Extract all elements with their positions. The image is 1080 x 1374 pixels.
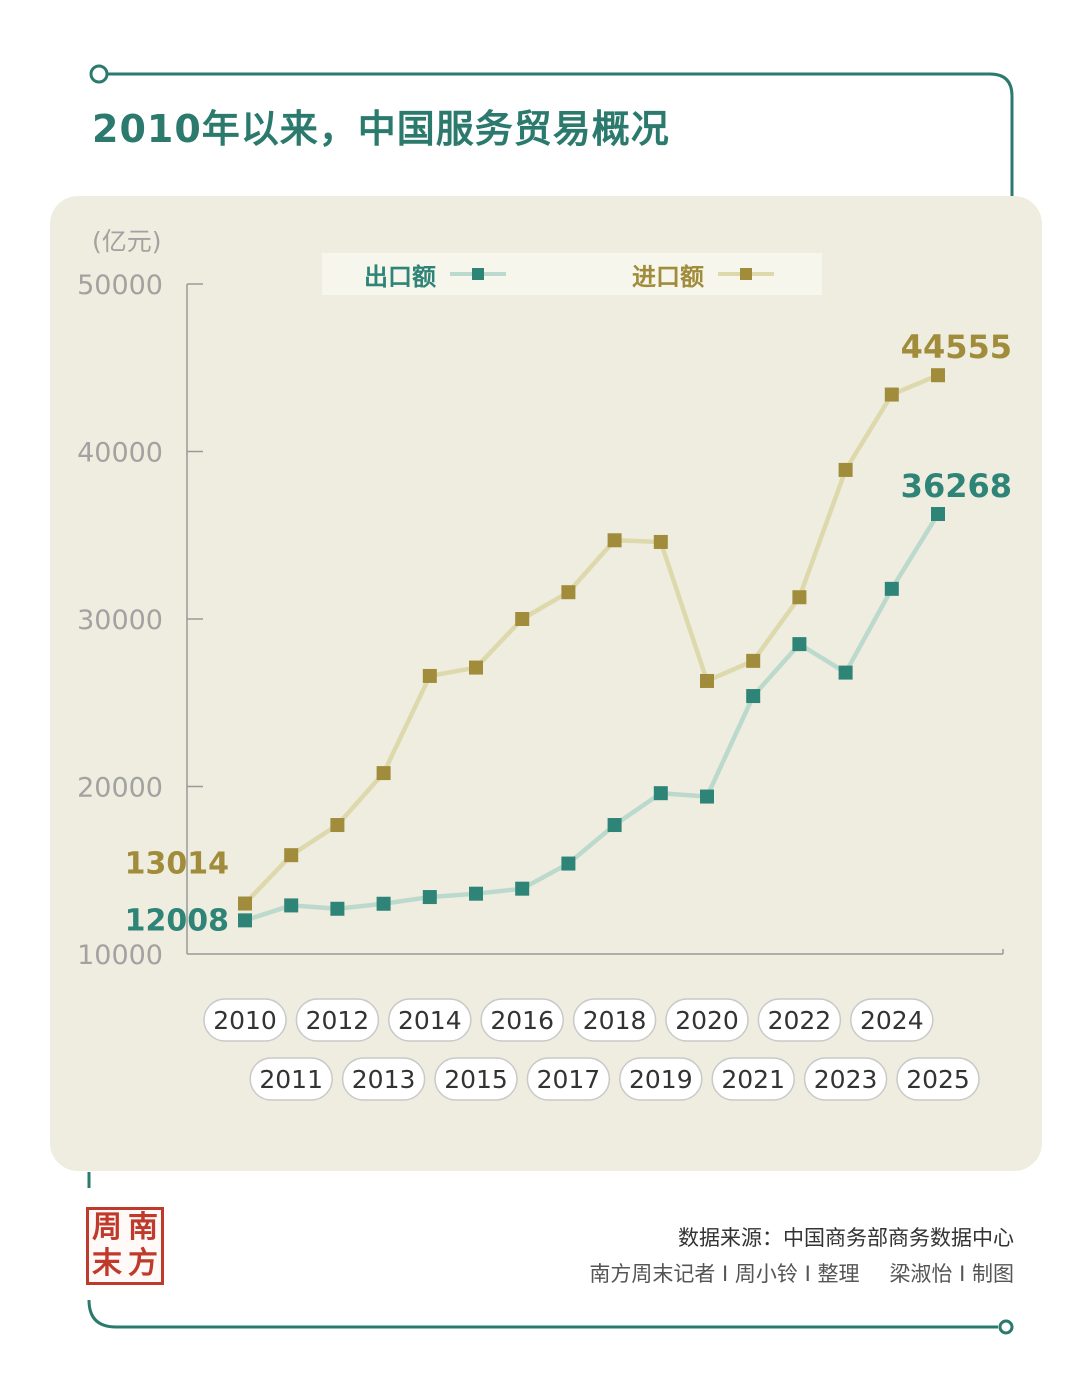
data-point-import: [561, 585, 576, 600]
data-point-export: [376, 896, 391, 911]
data-point-export: [330, 901, 345, 916]
data-point-export: [838, 665, 853, 680]
x-tick-label: 2011: [249, 1057, 333, 1101]
data-point-import: [792, 590, 807, 605]
svg-text:2025: 2025: [906, 1065, 970, 1094]
data-point-import: [376, 766, 391, 781]
legend-label-import: 进口额: [632, 262, 704, 291]
svg-text:2020: 2020: [675, 1006, 739, 1035]
data-point-import: [746, 653, 761, 668]
reporter-credit: 南方周末记者 I 周小铃 I 整理: [589, 1262, 860, 1286]
data-point-import: [422, 668, 437, 683]
logo-char: 末: [92, 1246, 122, 1281]
svg-text:2013: 2013: [352, 1065, 416, 1094]
data-point-export: [653, 786, 668, 801]
logo-seal: 周 南 末 方: [86, 1207, 164, 1285]
svg-text:2010: 2010: [213, 1006, 277, 1035]
data-point-import: [330, 818, 345, 833]
data-point-import: [838, 462, 853, 477]
data-point-import: [653, 534, 668, 549]
x-tick-label: 2016: [480, 998, 564, 1042]
legend-label-export: 出口额: [364, 262, 436, 291]
data-label-first-import: 13014: [125, 847, 229, 882]
data-point-export: [469, 886, 483, 901]
x-tick-label: 2015: [434, 1057, 518, 1101]
series-line-import: [243, 373, 939, 906]
x-tick-label: 2025: [896, 1057, 980, 1101]
svg-text:2012: 2012: [306, 1006, 370, 1035]
legend-swatch-export: [450, 253, 506, 295]
logo-char: 南: [128, 1210, 158, 1245]
series-line-export: [244, 512, 940, 923]
y-tick-label: 10000: [77, 940, 163, 971]
x-tick-label: 2013: [341, 1057, 426, 1101]
data-point-export: [284, 898, 299, 913]
y-tick-label: 50000: [77, 270, 163, 301]
logo-char: 方: [128, 1246, 158, 1281]
logo-char: 周: [92, 1210, 122, 1245]
data-point-export: [561, 856, 576, 871]
legend-swatch-import: [718, 253, 774, 295]
x-tick-label: 2019: [619, 1057, 703, 1101]
data-source: 数据来源：中国商务部商务数据中心: [678, 1226, 1014, 1250]
svg-text:2015: 2015: [444, 1065, 508, 1094]
designer-credit: 梁淑怡 I 制图: [889, 1262, 1014, 1286]
data-label-first-export: 12008: [125, 903, 229, 938]
svg-text:2014: 2014: [398, 1006, 462, 1035]
data-point-export: [700, 789, 714, 804]
svg-text:2022: 2022: [768, 1006, 832, 1035]
data-point-export: [422, 890, 437, 905]
data-point-export: [884, 581, 899, 596]
data-point-import: [607, 533, 622, 548]
svg-text:2017: 2017: [537, 1065, 601, 1094]
svg-text:2018: 2018: [583, 1006, 647, 1035]
x-tick-label: 2010: [203, 998, 287, 1042]
data-point-export: [238, 913, 252, 928]
x-tick-label: 2018: [572, 998, 657, 1042]
data-point-import: [931, 368, 945, 383]
data-point-import: [284, 848, 299, 863]
data-point-export: [792, 637, 807, 652]
svg-text:2011: 2011: [259, 1065, 323, 1094]
data-point-import: [238, 896, 252, 911]
svg-text:2024: 2024: [860, 1006, 924, 1035]
x-tick-label: 2012: [295, 998, 380, 1042]
y-tick-label: 20000: [77, 773, 163, 804]
data-label-last-export: 36268: [901, 467, 1012, 505]
x-tick-label: 2020: [665, 998, 749, 1042]
x-tick-label: 2024: [850, 998, 934, 1042]
x-tick-label: 2021: [711, 1057, 795, 1101]
x-tick-label: 2022: [757, 998, 842, 1042]
data-point-export: [607, 818, 622, 833]
y-axis-label: (亿元): [92, 227, 162, 256]
data-point-export: [515, 881, 530, 896]
credits: 南方周末记者 I 周小铃 I 整理 梁淑怡 I 制图: [589, 1258, 1014, 1288]
x-tick-label: 2014: [388, 998, 472, 1042]
data-point-import: [515, 612, 530, 626]
y-tick-label: 40000: [77, 438, 163, 469]
legend: 出口额 进口额: [322, 253, 822, 295]
svg-text:2021: 2021: [721, 1065, 785, 1094]
svg-text:2023: 2023: [814, 1065, 878, 1094]
x-tick-label: 2017: [526, 1057, 611, 1101]
data-point-import: [469, 660, 483, 675]
data-point-import: [700, 673, 714, 688]
y-tick-label: 30000: [77, 605, 163, 636]
legend-item-export: 出口额: [364, 253, 506, 295]
legend-item-import: 进口额: [632, 253, 774, 295]
svg-text:2019: 2019: [629, 1065, 693, 1094]
data-point-export: [931, 507, 945, 522]
page-title: 2010年以来，中国服务贸易概况: [92, 107, 670, 151]
data-point-export: [746, 689, 761, 704]
data-point-import: [884, 387, 899, 402]
x-tick-label: 2023: [803, 1057, 888, 1101]
data-label-last-import: 44555: [901, 328, 1012, 366]
svg-text:2016: 2016: [490, 1006, 554, 1035]
